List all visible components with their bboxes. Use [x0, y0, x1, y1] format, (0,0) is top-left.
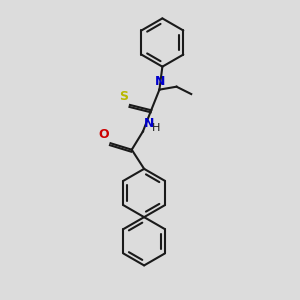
Text: H: H — [152, 123, 161, 133]
Text: N: N — [154, 75, 165, 88]
Text: O: O — [98, 128, 109, 142]
Text: S: S — [119, 90, 128, 103]
Text: N: N — [144, 117, 154, 130]
